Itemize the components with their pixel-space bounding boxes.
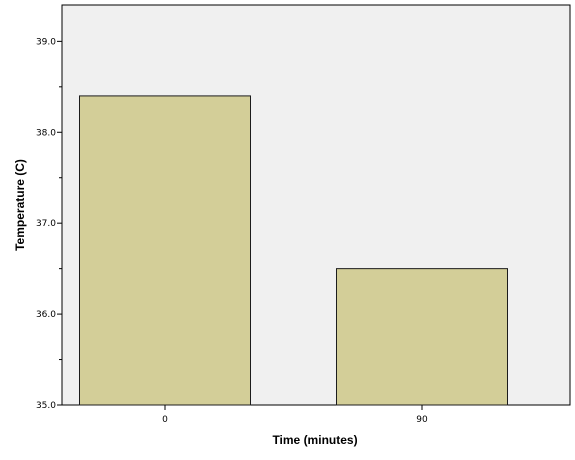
y-axis-title: Temperature (C)	[13, 159, 27, 251]
y-tick-label: 35.0	[36, 401, 56, 411]
x-tick-label: 0	[162, 415, 168, 425]
y-tick-label: 39.0	[36, 37, 56, 47]
y-axis: 35.0 36.0 37.0 38.0 39.0	[36, 37, 62, 411]
x-axis: 0 90	[162, 405, 428, 425]
bar-90	[336, 268, 508, 406]
x-axis-title: Time (minutes)	[272, 433, 357, 447]
y-tick-label: 38.0	[36, 128, 56, 138]
y-tick-label: 36.0	[36, 310, 56, 320]
y-tick-label: 37.0	[36, 219, 56, 229]
x-tick-label: 90	[416, 415, 428, 425]
bar-0	[79, 95, 251, 406]
